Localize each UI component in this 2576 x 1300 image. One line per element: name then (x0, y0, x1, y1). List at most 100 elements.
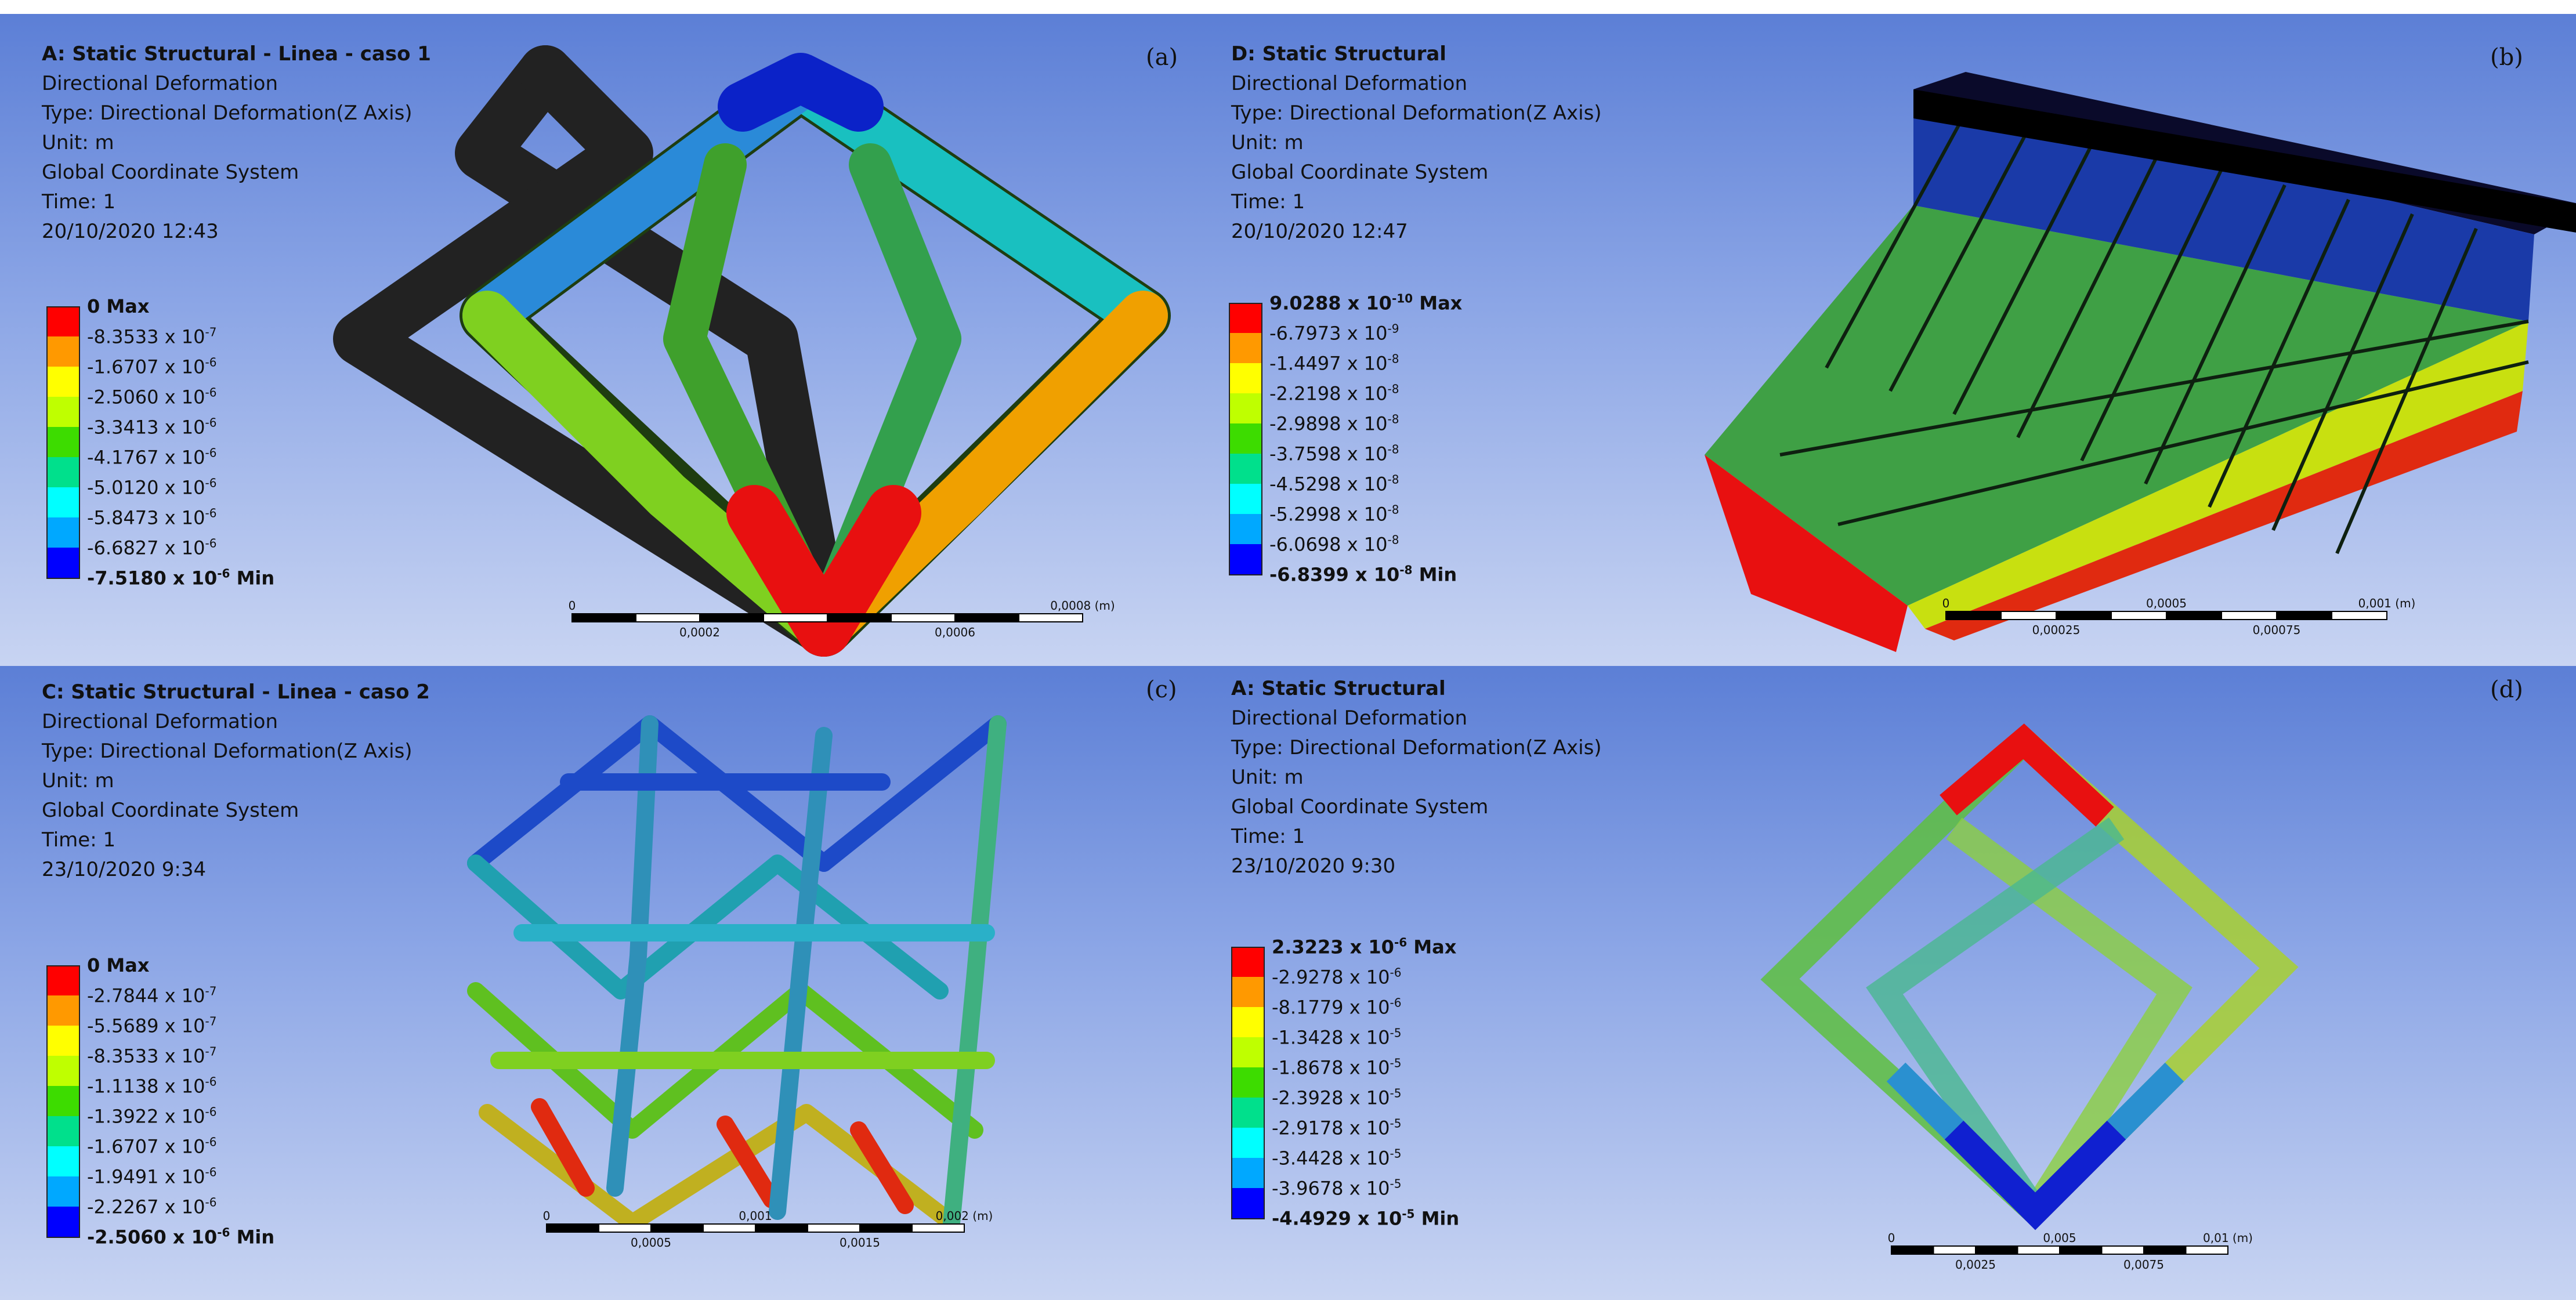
legend-swatch (46, 306, 80, 338)
legend-exponent: -7 (205, 1044, 217, 1059)
result-name: Directional Deformation (42, 710, 278, 733)
legend-mantissa: -6.6827 x 10 (87, 537, 205, 559)
legend-exponent: -8 (1387, 412, 1399, 426)
legend-label: -5.0120 x 10-6 (87, 476, 216, 499)
legend-label: 0 Max (87, 954, 149, 976)
info-block-a: A: Static Structural - Linea - caso 1 Di… (42, 39, 431, 247)
scale-tick-label: 0 (1942, 596, 1950, 610)
result-time: Time: 1 (42, 190, 116, 213)
legend-label: -2.9178 x 10-5 (1272, 1117, 1401, 1139)
legend-exponent: -6 (205, 446, 217, 460)
result-timestamp: 23/10/2020 9:30 (1231, 854, 1396, 878)
legend-label: -2.9898 x 10-8 (1269, 412, 1399, 435)
legend-exponent: -7 (205, 1014, 217, 1029)
legend-swatch (1229, 363, 1262, 393)
result-time: Time: 1 (1231, 190, 1305, 213)
legend-swatch (46, 1026, 80, 1056)
legend-exponent: -8 (1387, 533, 1399, 547)
legend-label: -2.2267 x 10-6 (87, 1196, 216, 1218)
legend-exponent: -5 (1390, 1176, 1402, 1191)
legend-exponent: -6 (205, 1135, 217, 1149)
panel-d: A: Static Structural Directional Deforma… (1200, 666, 2576, 1300)
panel-letter: (b) (2490, 44, 2523, 71)
scale-tick-label: 0 (542, 1209, 551, 1223)
coordinate-system: Global Coordinate System (42, 161, 299, 184)
legend-label: -2.3928 x 10-5 (1272, 1087, 1401, 1109)
scale-tick-label: 0,01 (m) (2203, 1231, 2253, 1245)
legend-suffix: Min (1414, 1207, 1460, 1230)
scale-tick-label: 0,0006 (935, 625, 975, 639)
legend-label: -4.1767 x 10-6 (87, 446, 216, 469)
legend-mantissa: -8.1779 x 10 (1272, 996, 1390, 1019)
panel-a: A: Static Structural - Linea - caso 1 Di… (0, 14, 1218, 666)
panel-title: A: Static Structural (1231, 677, 1446, 700)
deformation-model-b (1705, 72, 2576, 652)
info-block-c: C: Static Structural - Linea - caso 2 Di… (42, 678, 430, 885)
panel-letter: (d) (2490, 676, 2523, 703)
scale-tick-label: 0 (568, 599, 576, 613)
legend-swatch (46, 336, 80, 367)
legend-label: -2.5060 x 10-6 (87, 386, 216, 408)
legend-exponent: -6 (205, 415, 217, 430)
scale-segment (546, 1223, 599, 1233)
scale-tick-label: 0,00075 (2252, 623, 2301, 637)
legend-swatch (46, 995, 80, 1026)
legend-mantissa: -5.5689 x 10 (87, 1015, 205, 1037)
legend-label: -5.8473 x 10-6 (87, 506, 216, 529)
legend-label: -2.2198 x 10-8 (1269, 382, 1399, 405)
legend-label: -3.4428 x 10-5 (1272, 1147, 1401, 1169)
result-unit: Unit: m (42, 769, 114, 792)
legend-mantissa: -6.8399 x 10 (1269, 563, 1400, 586)
legend-swatch (46, 1207, 80, 1238)
panel-letter: (c) (1146, 676, 1177, 703)
legend-swatch (1229, 544, 1262, 575)
scale-segment (954, 613, 1019, 622)
legend-suffix: Min (230, 567, 275, 589)
color-legend-d: 2.3223 x 10-6 Max -2.9278 x 10-6 -8.1779 x… (1231, 932, 1521, 1256)
legend-exponent: -6 (205, 476, 217, 490)
scale-tick-label: 0,0015 (840, 1236, 880, 1250)
legend-exponent: -6 (205, 1165, 217, 1179)
legend-mantissa: 9.0288 x 10 (1269, 292, 1392, 314)
legend-mantissa: -2.2267 x 10 (87, 1196, 205, 1218)
scale-segment (2276, 611, 2332, 620)
scale-segment (827, 613, 892, 622)
legend-label: -6.8399 x 10-8 Min (1269, 563, 1457, 586)
legend-swatch (1231, 1067, 1265, 1098)
info-block-d: A: Static Structural Directional Deforma… (1231, 674, 1602, 881)
panel-c: C: Static Structural - Linea - caso 2 Di… (0, 666, 1218, 1300)
legend-mantissa: -8.3533 x 10 (87, 325, 205, 348)
scale-segment (2185, 1245, 2228, 1255)
legend-mantissa: -1.1138 x 10 (87, 1075, 205, 1098)
result-name: Directional Deformation (1231, 72, 1468, 95)
legend-mantissa: -2.9898 x 10 (1269, 412, 1388, 435)
result-timestamp: 20/10/2020 12:43 (42, 220, 219, 243)
legend-label: -8.3533 x 10-7 (87, 325, 216, 348)
scale-bar-graphic (1945, 611, 2387, 620)
legend-label: -4.4929 x 10-5 Min (1272, 1207, 1459, 1230)
scale-tick-label: 0,001 (m) (2358, 596, 2416, 610)
legend-exponent: -6 (217, 1225, 230, 1240)
legend-exponent: -6 (205, 536, 217, 551)
scale-segment (2166, 611, 2222, 620)
legend-mantissa: -1.6707 x 10 (87, 1135, 205, 1158)
legend-label: -7.5180 x 10-6 Min (87, 567, 274, 589)
legend-exponent: -6 (1390, 965, 1402, 980)
legend-label: -1.3428 x 10-5 (1272, 1026, 1401, 1049)
scale-bar-graphic (1891, 1245, 2228, 1255)
legend-mantissa: -3.3413 x 10 (87, 416, 205, 439)
coordinate-system: Global Coordinate System (1231, 795, 1489, 819)
legend-swatch (46, 548, 80, 579)
legend-swatch (46, 1116, 80, 1146)
scale-segment (755, 1223, 808, 1233)
legend-exponent: -9 (1387, 321, 1399, 336)
legend-exponent: -8 (1387, 472, 1399, 487)
legend-mantissa: -1.8678 x 10 (1272, 1056, 1390, 1079)
legend-label: -8.3533 x 10-7 (87, 1045, 216, 1067)
legend-swatch (46, 397, 80, 427)
scale-tick-label: 0,001 (739, 1209, 772, 1223)
result-unit: Unit: m (1231, 131, 1304, 154)
legend-swatch (46, 427, 80, 457)
legend-mantissa: -3.9678 x 10 (1272, 1177, 1390, 1200)
legend-exponent: -6 (205, 1195, 217, 1210)
